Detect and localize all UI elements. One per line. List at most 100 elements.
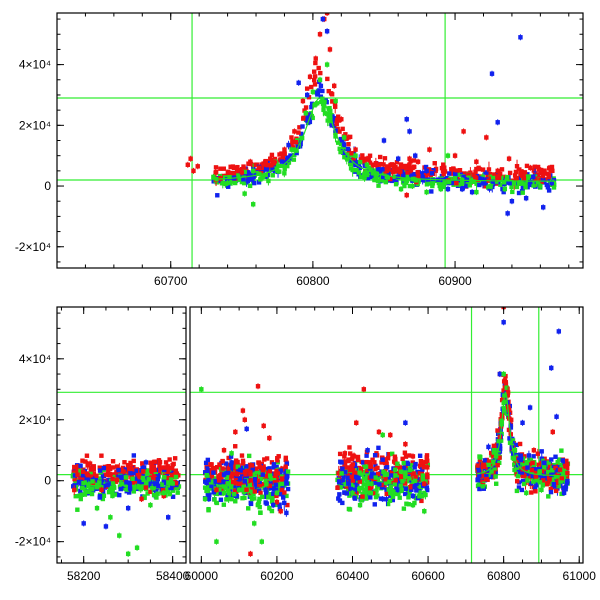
red-data-point [220,466,225,471]
blue-data-point [539,465,545,470]
blue-data-point [520,420,525,426]
red-data-point [236,481,242,486]
red-data-point [276,454,281,459]
blue-data-point [101,465,107,471]
green-data-point [509,184,514,190]
green-data-point [494,179,499,184]
green-data-point [335,140,341,145]
blue-data-point [564,480,570,486]
red-data-point [540,173,546,178]
blue-data-point [340,478,345,483]
red-data-point [234,167,240,172]
blue-data-point [224,177,230,182]
red-data-point [550,429,555,435]
green-data-point [511,181,517,186]
green-data-point [388,490,393,496]
green-data-point [260,494,265,500]
green-data-point [337,146,342,152]
red-data-point [275,458,280,463]
blue-data-point [133,476,139,481]
green-data-point [504,174,510,180]
blue-data-point [488,474,493,480]
bottom-dense-points [70,453,182,512]
blue-data-point [336,479,342,484]
green-data-point [228,485,234,490]
red-data-point [114,464,120,469]
red-data-point [105,464,110,469]
red-data-point [248,551,253,557]
green-data-point [524,459,529,465]
green-data-point [257,496,262,502]
green-data-point [236,173,241,178]
red-data-point [384,168,390,174]
blue-data-point [277,506,283,512]
blue-data-point [284,461,290,466]
red-data-point [143,485,149,490]
red-data-point [216,474,221,479]
green-data-point [101,493,107,498]
red-data-point [272,480,278,485]
blue-data-point [403,491,408,497]
red-data-point [148,489,153,494]
red-data-point [487,171,493,177]
red-data-point [410,165,415,171]
red-data-point [80,469,86,474]
red-data-point [157,470,163,475]
red-data-point [423,173,429,178]
red-data-point [85,473,91,478]
green-data-point [231,492,237,497]
blue-data-point [250,174,255,179]
green-data-point [531,179,536,184]
blue-data-point [342,470,348,475]
green-data-point [380,432,385,438]
green-data-point [176,484,182,489]
blue-data-point [271,465,277,470]
red-data-point [439,165,445,171]
red-data-point [425,458,430,463]
blue-data-point [396,478,402,484]
red-data-point [254,162,259,167]
green-data-point [459,183,464,188]
green-data-point [555,475,561,480]
green-data-point [269,499,275,504]
blue-data-point [337,492,342,497]
red-data-point [332,83,337,89]
green-data-point [249,494,254,499]
green-data-point [368,167,373,172]
blue-data-point [213,479,218,484]
green-data-point [163,487,169,493]
blue-data-point [520,478,526,484]
blue-data-point [72,473,78,478]
red-data-point [454,180,459,186]
green-data-point [161,490,166,496]
green-data-point [439,183,445,188]
red-data-point [132,479,138,484]
green-data-point [501,408,507,413]
blue-data-point [264,167,270,172]
blue-data-point [548,489,554,495]
green-data-point [77,471,83,477]
blue-data-point [453,172,458,177]
blue-data-point [83,474,88,479]
green-data-point [154,495,159,500]
blue-data-point [204,480,209,486]
green-data-point [258,476,263,482]
blue-data-point [486,444,491,450]
blue-data-point [386,171,391,177]
green-data-point [224,475,230,480]
green-data-point [368,490,374,496]
green-data-point [338,149,343,155]
green-data-point [499,174,504,180]
blue-data-point [283,468,288,474]
green-data-point [551,474,557,480]
blue-data-point [170,494,176,499]
green-data-point [551,477,557,483]
red-data-point [234,170,239,176]
red-data-point [417,463,423,468]
green-data-point [537,480,543,485]
blue-data-point [253,482,258,487]
green-data-point [303,110,308,116]
red-data-point [161,465,167,470]
green-data-point [392,481,398,487]
green-data-point [237,177,242,182]
